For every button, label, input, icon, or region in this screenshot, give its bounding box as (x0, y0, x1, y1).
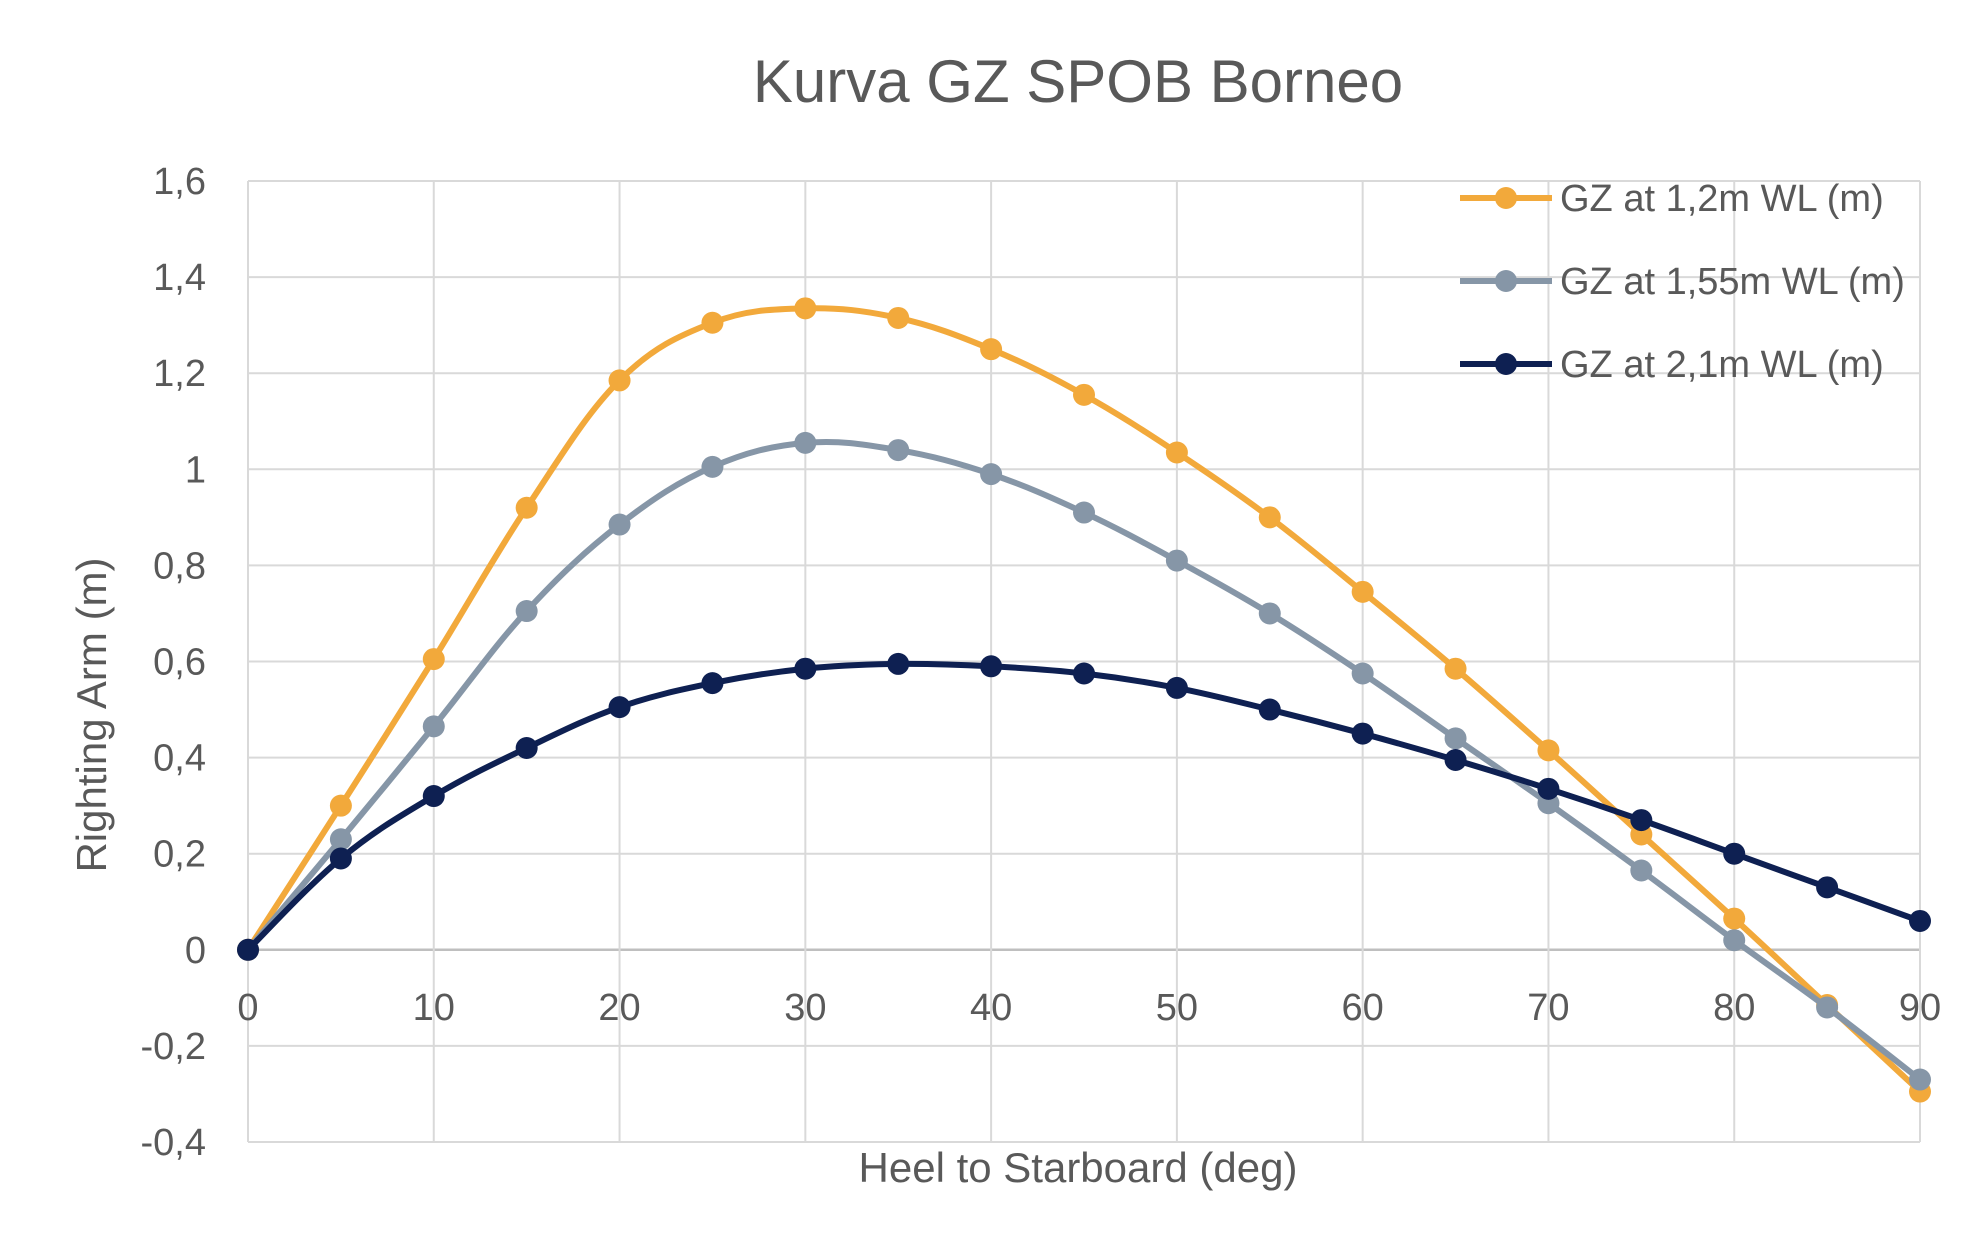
x-tick-label: 80 (1713, 987, 1755, 1029)
data-point (1073, 501, 1095, 524)
grid-layer (247, 180, 1921, 1143)
data-point (1165, 441, 1188, 464)
data-point (329, 794, 352, 817)
x-tick-label: 0 (237, 987, 258, 1029)
data-point (1165, 676, 1188, 699)
data-point (422, 715, 445, 738)
data-point (1537, 739, 1560, 762)
y-tick-label: -0,2 (141, 1026, 206, 1068)
y-tick-label: 0,8 (153, 545, 206, 587)
data-point (1351, 722, 1374, 745)
legend-item: GZ at 1,2m WL (m) (1460, 178, 1884, 220)
series-group (237, 431, 1931, 1091)
data-point (1816, 996, 1839, 1019)
x-tick-label: 60 (1342, 987, 1384, 1029)
series-group (237, 652, 1931, 961)
data-point (1723, 907, 1746, 930)
data-point (1073, 383, 1095, 406)
data-point (794, 431, 817, 454)
data-point (1444, 657, 1467, 680)
data-point (1073, 662, 1095, 685)
data-point (1258, 698, 1281, 721)
data-point (1258, 506, 1281, 529)
y-tick-label: 1,4 (153, 257, 206, 299)
data-point (887, 439, 910, 462)
data-point (608, 369, 631, 392)
series-layer (237, 297, 1931, 1103)
x-tick-label: 50 (1156, 987, 1198, 1029)
data-point (980, 338, 1003, 361)
y-tick-label: 0,4 (153, 738, 206, 780)
data-point (887, 652, 910, 675)
y-tick-label: 0,2 (153, 834, 206, 876)
data-point (701, 455, 724, 478)
legend-swatch-marker (1495, 353, 1517, 375)
data-point (515, 496, 538, 519)
data-point (608, 696, 631, 719)
legend: GZ at 1,2m WL (m) GZ at 1,55m WL (m) GZ at… (1460, 178, 1905, 386)
data-point (1909, 909, 1931, 932)
series-line (245, 305, 1923, 1095)
y-tick-label: 0 (185, 930, 206, 972)
legend-label: GZ at 2,1m WL (m) (1560, 344, 1884, 386)
y-tick-label: -0,4 (141, 1122, 206, 1164)
data-point (1723, 929, 1746, 952)
data-point (1630, 859, 1653, 882)
legend-item: GZ at 1,55m WL (m) (1460, 261, 1905, 303)
data-point (701, 672, 724, 695)
data-point (1351, 662, 1374, 685)
data-point (515, 736, 538, 759)
data-point (1165, 549, 1188, 572)
data-point (329, 847, 352, 870)
data-point (794, 657, 817, 680)
x-tick-label: 20 (598, 987, 640, 1029)
data-point (980, 463, 1003, 486)
series-group (237, 297, 1931, 1103)
tick-layer: -0,4 -0,2 0 0,2 0,4 0,6 0,8 1 1,2 1,4 1,6 0 10 20 30 40… (141, 161, 1942, 1164)
legend-swatch-marker (1495, 187, 1517, 209)
data-point (1909, 1068, 1931, 1091)
y-tick-label: 1,6 (153, 161, 206, 203)
data-point (794, 297, 817, 320)
data-point (515, 600, 538, 623)
chart-title: Kurva GZ SPOB Borneo (753, 48, 1403, 115)
data-point (1351, 580, 1374, 603)
y-axis-label: Righting Arm (m) (68, 557, 115, 872)
data-point (1630, 809, 1653, 832)
y-tick-label: 0,6 (153, 642, 206, 684)
x-axis-label: Heel to Starboard (deg) (859, 1144, 1298, 1191)
data-point (608, 513, 631, 536)
x-tick-label: 30 (784, 987, 826, 1029)
legend-swatch-marker (1495, 270, 1517, 292)
data-point (329, 828, 352, 851)
data-point (1816, 876, 1839, 899)
data-point (1444, 727, 1467, 750)
y-tick-label: 1 (185, 449, 206, 491)
data-point (1723, 842, 1746, 865)
data-point (1537, 777, 1560, 800)
legend-label: GZ at 1,55m WL (m) (1560, 261, 1905, 303)
data-point (701, 311, 724, 334)
x-tick-label: 40 (970, 987, 1012, 1029)
x-tick-label: 10 (413, 987, 455, 1029)
x-tick-label: 70 (1527, 987, 1569, 1029)
data-point (237, 938, 259, 961)
y-tick-label: 1,2 (153, 353, 206, 395)
data-point (1258, 602, 1281, 625)
legend-item: GZ at 2,1m WL (m) (1460, 344, 1884, 386)
data-point (887, 306, 910, 329)
data-point (422, 648, 445, 671)
series-line (245, 660, 1923, 953)
x-tick-label: 90 (1899, 987, 1941, 1029)
legend-label: GZ at 1,2m WL (m) (1560, 178, 1884, 220)
data-point (980, 655, 1003, 678)
data-point (1444, 749, 1467, 772)
data-point (422, 785, 445, 808)
